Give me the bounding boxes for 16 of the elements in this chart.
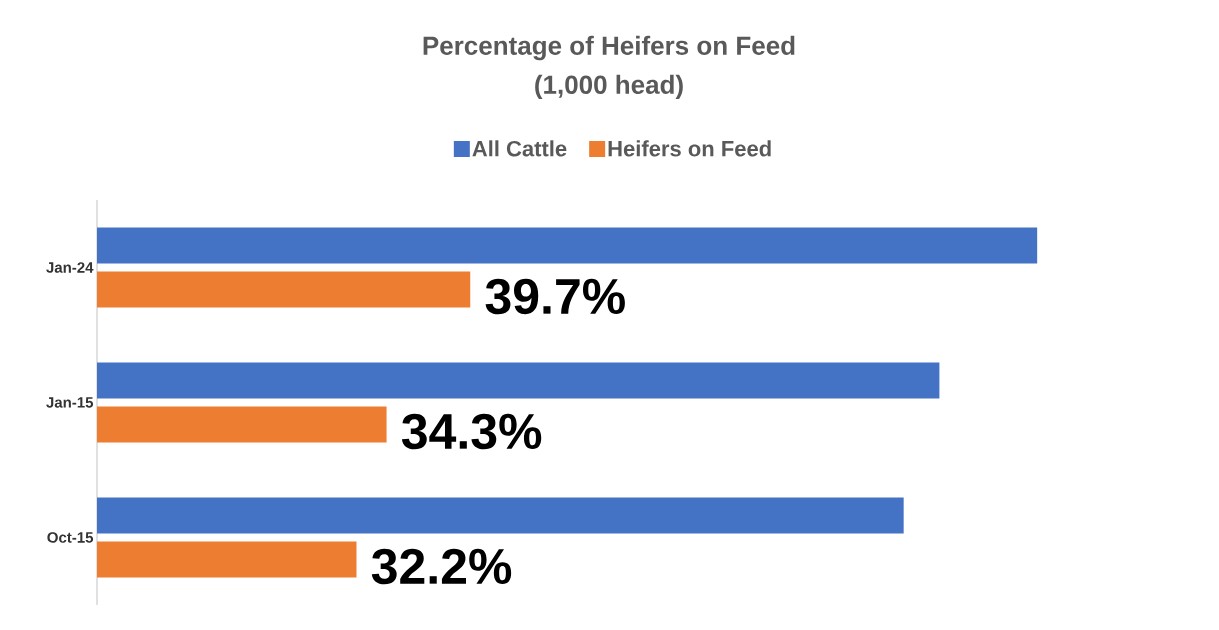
bar	[97, 362, 940, 399]
annotation: 39.7%	[485, 278, 625, 315]
bar	[97, 227, 1038, 264]
annotation: 32.2%	[371, 548, 512, 585]
bar	[97, 541, 357, 578]
bar	[97, 406, 387, 443]
legend-label: All Cattle	[472, 140, 567, 157]
y-tick-label: Jan-24	[46, 262, 94, 273]
y-tick-label: Jan-15	[46, 397, 94, 408]
y-tick-label: Oct-15	[47, 532, 94, 543]
bar	[97, 271, 471, 308]
annotation: 34.3%	[401, 413, 542, 450]
chart-subtitle: (1,000 head)	[535, 74, 683, 100]
chart-title: Percentage of Heifers on Feed	[423, 35, 795, 61]
legend-label: Heifers on Feed	[608, 140, 771, 157]
bar	[97, 497, 904, 534]
